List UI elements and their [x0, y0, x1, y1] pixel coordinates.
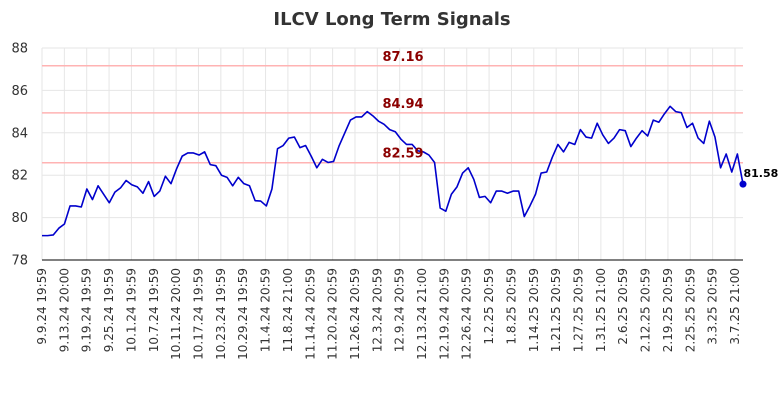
signal-labels: 87.16 84.94 82.59	[382, 50, 423, 162]
y-tick-label: 88	[11, 42, 28, 57]
x-tick-label: 10.17.24 19:59	[191, 268, 205, 360]
x-tick-label: 9.19.24 19:59	[80, 268, 94, 352]
grid	[41, 47, 743, 261]
x-tick-label: 9.13.24 20:00	[57, 268, 71, 352]
x-tick-label: 12.26.24 20:59	[460, 268, 474, 360]
x-tick-label: 12.13.24 21:00	[415, 268, 429, 360]
x-tick-label: 1.2.25 20:59	[482, 268, 496, 345]
x-tick-label: 11.4.24 20:59	[259, 268, 273, 352]
x-tick-label: 12.19.24 20:59	[437, 268, 451, 360]
x-tick-label: 12.9.24 20:59	[393, 268, 407, 352]
signal-label: 84.94	[382, 97, 423, 112]
y-tick-label: 84	[11, 126, 28, 141]
x-tick-label: 3.3.25 20:59	[706, 268, 720, 345]
x-tick-label: 10.23.24 19:59	[214, 268, 228, 360]
x-tick-label: 11.8.24 21:00	[281, 268, 295, 352]
last-value: 81.58	[739, 167, 779, 188]
y-tick-label: 78	[11, 254, 28, 269]
x-tick-label: 9.25.24 19:59	[102, 268, 116, 352]
chart-title: ILCV Long Term Signals	[273, 9, 510, 30]
x-axis-ticks: 9.9.24 19:59 9.13.24 20:00 9.19.24 19:59 9.…	[35, 268, 742, 360]
signal-label: 82.59	[382, 147, 423, 162]
y-tick-label: 82	[11, 169, 28, 184]
x-tick-label: 10.1.24 19:59	[124, 268, 138, 352]
x-tick-label: 10.29.24 19:59	[236, 268, 250, 360]
x-tick-label: 1.14.25 20:59	[527, 268, 541, 352]
series	[42, 105, 744, 237]
x-tick-label: 11.14.24 20:59	[303, 268, 317, 360]
x-tick-label: 2.19.25 20:59	[661, 268, 675, 352]
x-tick-label: 2.25.25 20:59	[683, 268, 697, 352]
signal-label: 87.16	[382, 50, 423, 65]
x-tick-label: 10.7.24 19:59	[147, 268, 161, 352]
x-tick-label: 11.20.24 20:59	[326, 268, 340, 360]
series-line	[42, 105, 744, 237]
y-tick-label: 80	[11, 211, 28, 226]
x-tick-label: 1.27.25 20:59	[572, 268, 586, 352]
y-tick-label: 86	[11, 84, 28, 99]
last-value-label: 81.58	[744, 167, 779, 180]
last-point-marker	[739, 180, 747, 188]
x-tick-label: 9.9.24 19:59	[35, 268, 49, 345]
x-tick-label: 1.8.25 20:59	[504, 268, 518, 345]
x-tick-label: 2.6.25 20:59	[616, 268, 630, 345]
x-tick-label: 3.7.25 21:00	[728, 268, 742, 345]
signal-lines	[42, 65, 743, 164]
y-axis-ticks: 78 80 82 84 86 88	[11, 42, 28, 269]
x-tick-label: 1.21.25 20:59	[549, 268, 563, 352]
x-tick-label: 12.3.24 20:59	[370, 268, 384, 352]
x-tick-label: 1.31.25 21:00	[594, 268, 608, 352]
x-tick-label: 11.26.24 20:59	[348, 268, 362, 360]
x-tick-label: 10.11.24 20:00	[169, 268, 183, 360]
x-tick-label: 2.12.25 20:59	[639, 268, 653, 352]
